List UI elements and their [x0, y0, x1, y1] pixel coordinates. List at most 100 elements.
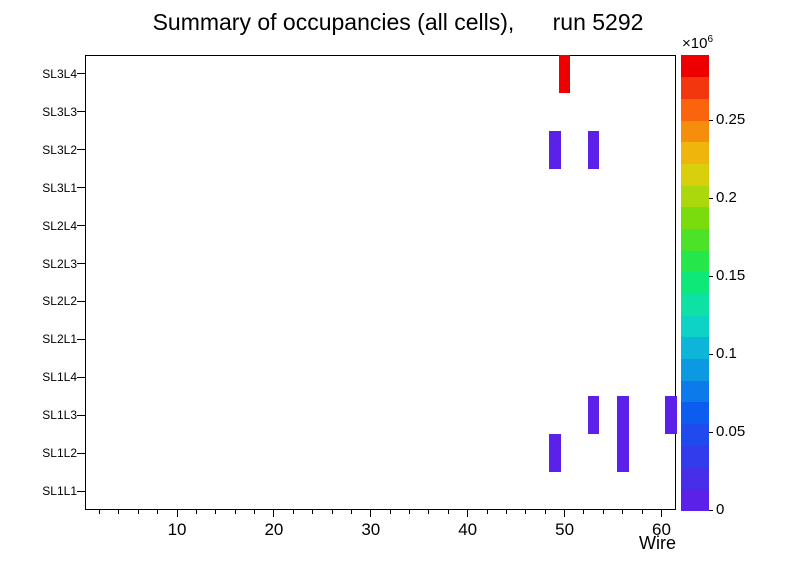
y-axis-tick: [77, 300, 85, 302]
heatmap-cell: [587, 130, 600, 169]
x-axis-minor-tick: [622, 510, 624, 514]
colorbar-band: [681, 423, 709, 446]
heatmap-cell: [665, 396, 677, 435]
y-axis-tick: [77, 149, 85, 151]
x-axis-major-tick: [660, 510, 662, 517]
y-axis-tick: [77, 452, 85, 454]
z-axis-tick: [709, 119, 713, 121]
y-axis-label: SL2L3: [42, 256, 77, 271]
colorbar-band: [681, 250, 709, 273]
y-axis-tick: [77, 490, 85, 492]
y-axis-label: SL1L1: [42, 484, 77, 499]
heatmap-cell: [616, 434, 629, 473]
x-tick-label: 30: [361, 520, 381, 539]
y-axis-tick: [77, 111, 85, 113]
colorbar-band: [681, 466, 709, 489]
x-tick-label: 10: [167, 520, 187, 539]
z-tick-label: 0.15: [716, 267, 746, 285]
x-axis-minor-tick: [99, 510, 101, 514]
z-tick-label: 0.2: [716, 189, 737, 207]
x-axis-minor-tick: [234, 510, 236, 514]
y-axis-label: SL2L4: [42, 218, 77, 233]
z-scale-mantissa: ×10: [682, 35, 708, 52]
y-axis-tick: [77, 414, 85, 416]
z-axis-tick: [709, 353, 713, 355]
x-axis-minor-tick: [583, 510, 585, 514]
colorbar-band: [681, 445, 709, 468]
x-axis-minor-tick: [137, 510, 139, 514]
colorbar-band: [681, 163, 709, 186]
y-axis-tick: [77, 263, 85, 265]
colorbar-band: [681, 293, 709, 316]
colorbar-band: [681, 120, 709, 143]
colorbar-band: [681, 185, 709, 208]
z-tick-label: 0.25: [716, 111, 746, 129]
y-axis-tick: [77, 376, 85, 378]
plot-area: [85, 55, 676, 510]
x-axis-title: Wire: [639, 533, 676, 553]
y-axis-label: SL3L2: [42, 142, 77, 157]
x-axis-major-tick: [467, 510, 469, 517]
z-tick-label: 0.1: [716, 345, 737, 363]
z-scale-power: 6: [707, 34, 714, 45]
x-axis-minor-tick: [447, 510, 449, 514]
x-axis-major-tick: [370, 510, 372, 517]
heatmap-cell: [549, 434, 561, 473]
x-tick-label: 20: [264, 520, 284, 539]
colorbar-band: [681, 380, 709, 403]
x-axis-major-tick: [564, 510, 566, 517]
colorbar-band: [681, 271, 709, 294]
x-axis-major-tick: [176, 510, 178, 517]
x-axis-minor-tick: [350, 510, 352, 514]
x-axis-minor-tick: [254, 510, 256, 514]
y-axis-tick: [77, 225, 85, 227]
heatmap-cell: [558, 55, 571, 93]
x-axis-minor-tick: [641, 510, 643, 514]
x-axis-minor-tick: [215, 510, 217, 514]
colorbar-band: [681, 206, 709, 229]
x-tick-label: 60: [651, 520, 671, 539]
colorbar-band: [681, 98, 709, 121]
y-axis-label: SL1L4: [42, 370, 77, 385]
x-axis-minor-tick: [389, 510, 391, 514]
x-tick-label: 50: [555, 520, 575, 539]
z-axis-tick: [709, 431, 713, 433]
heatmap-cell: [616, 396, 629, 435]
y-axis-label: SL3L1: [42, 180, 77, 195]
x-axis-minor-tick: [292, 510, 294, 514]
chart-title: Summary of occupancies (all cells), run …: [152, 9, 644, 35]
colorbar-band: [681, 401, 709, 424]
y-axis-tick: [77, 338, 85, 340]
x-axis-minor-tick: [525, 510, 527, 514]
colorbar-band: [681, 76, 709, 99]
y-axis-label: SL3L4: [42, 66, 77, 81]
x-axis-minor-tick: [312, 510, 314, 514]
x-axis-minor-tick: [544, 510, 546, 514]
x-tick-label: 40: [458, 520, 478, 539]
x-axis-minor-tick: [409, 510, 411, 514]
x-axis-minor-tick: [486, 510, 488, 514]
z-axis-tick: [709, 197, 713, 199]
x-axis-major-tick: [273, 510, 275, 517]
x-axis-minor-tick: [331, 510, 333, 514]
y-axis-label: SL2L2: [42, 294, 77, 309]
z-axis-tick: [709, 275, 713, 277]
z-tick-label: 0: [716, 501, 725, 518]
heatmap-cell: [549, 130, 561, 169]
heatmap-cell: [587, 396, 600, 435]
colorbar-band: [681, 228, 709, 251]
colorbar-band: [681, 55, 709, 78]
x-axis-minor-tick: [118, 510, 120, 514]
x-axis-minor-tick: [195, 510, 197, 514]
x-axis-minor-tick: [428, 510, 430, 514]
colorbar-band: [681, 141, 709, 164]
colorbar-band: [681, 358, 709, 381]
y-axis-label: SL2L1: [42, 332, 77, 347]
z-axis-tick: [709, 509, 713, 511]
y-axis-label: SL1L2: [42, 446, 77, 461]
colorbar-band: [681, 336, 709, 359]
y-axis-label: SL3L3: [42, 104, 77, 119]
colorbar-band: [681, 488, 709, 511]
